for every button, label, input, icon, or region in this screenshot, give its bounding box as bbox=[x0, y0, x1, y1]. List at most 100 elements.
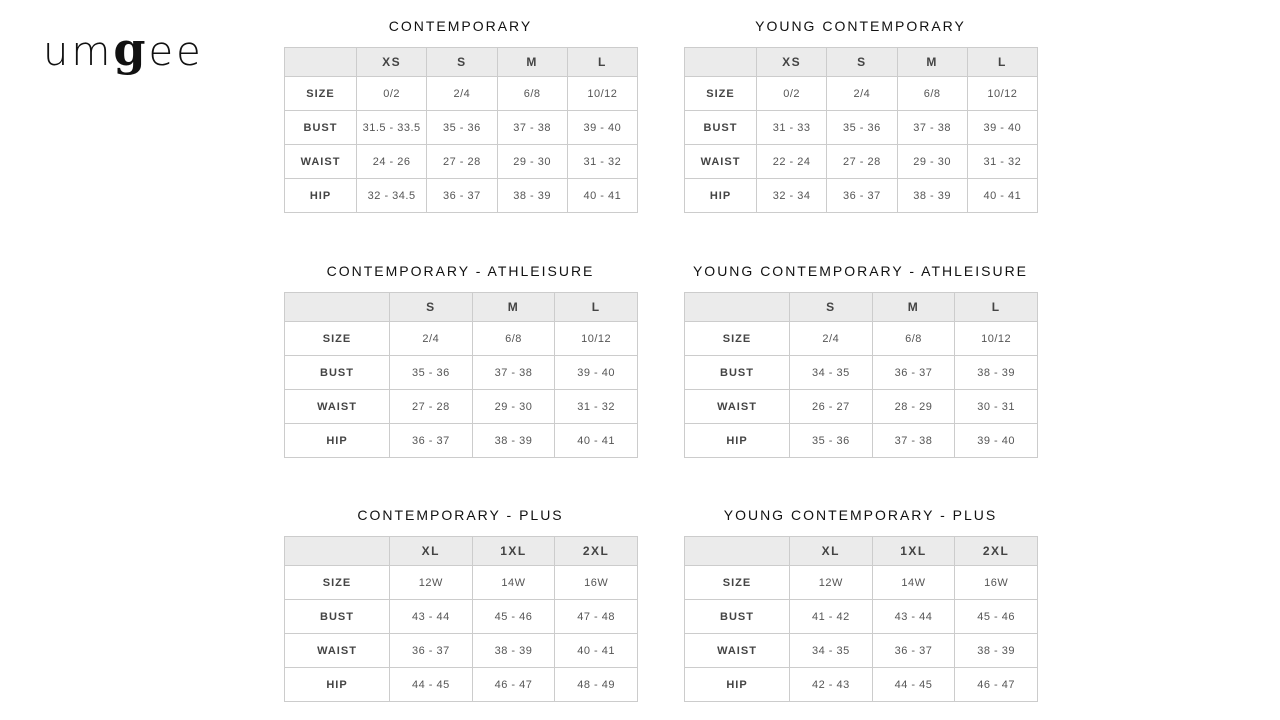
header-row: XS S M L bbox=[284, 47, 639, 77]
table-row: HIP 32 - 34.5 36 - 37 38 - 39 40 - 41 bbox=[284, 178, 639, 213]
measurement-cell: 14W bbox=[871, 565, 956, 600]
chart-title: YOUNG CONTEMPORARY bbox=[755, 18, 966, 34]
size-chart: YOUNG CONTEMPORARY XS S M L SIZE 0/2 2/4 6/8 10/1… bbox=[684, 18, 1039, 213]
table-row: SIZE 12W 14W 16W bbox=[684, 565, 1038, 600]
size-chart: CONTEMPORARY - ATHLEISURE S M L SIZE 2/4 6/8 10… bbox=[284, 263, 638, 458]
size-header: L bbox=[954, 292, 1038, 322]
row-label: WAIST bbox=[684, 144, 757, 179]
measurement-cell: 32 - 34.5 bbox=[355, 178, 428, 213]
measurement-cell: 40 - 41 bbox=[554, 423, 638, 458]
size-header: L bbox=[566, 47, 639, 77]
measurement-cell: 35 - 36 bbox=[389, 355, 473, 390]
measurement-cell: 2/4 bbox=[826, 76, 898, 111]
table-row: SIZE 0/2 2/4 6/8 10/12 bbox=[684, 76, 1039, 111]
size-chart: YOUNG CONTEMPORARY - ATHLEISURE S M L SIZE 2/… bbox=[684, 263, 1038, 458]
size-header: S bbox=[389, 292, 473, 322]
measurement-cell: 41 - 42 bbox=[789, 599, 873, 634]
measurement-cell: 45 - 46 bbox=[471, 599, 556, 634]
row-label: WAIST bbox=[684, 633, 790, 668]
measurement-cell: 16W bbox=[554, 565, 638, 600]
chart-title: CONTEMPORARY - ATHLEISURE bbox=[326, 263, 595, 279]
measurement-cell: 27 - 28 bbox=[389, 389, 473, 424]
measurement-cell: 40 - 41 bbox=[554, 633, 638, 668]
measurement-cell: 10/12 bbox=[554, 321, 638, 356]
row-label: HIP bbox=[684, 178, 757, 213]
row-label: BUST bbox=[684, 355, 790, 390]
row-label: BUST bbox=[284, 355, 390, 390]
size-header: XL bbox=[389, 536, 473, 566]
measurement-cell: 29 - 30 bbox=[896, 144, 968, 179]
measurement-cell: 34 - 35 bbox=[789, 355, 873, 390]
size-header: L bbox=[966, 47, 1039, 77]
logo-text: g bbox=[113, 22, 149, 76]
size-header: 1XL bbox=[471, 536, 556, 566]
measurement-cell: 6/8 bbox=[496, 76, 568, 111]
table-row: SIZE 2/4 6/8 10/12 bbox=[284, 321, 638, 356]
measurement-cell: 38 - 39 bbox=[954, 355, 1038, 390]
size-header: M bbox=[471, 292, 556, 322]
measurement-cell: 43 - 44 bbox=[871, 599, 956, 634]
measurement-cell: 30 - 31 bbox=[954, 389, 1038, 424]
measurement-cell: 10/12 bbox=[566, 76, 639, 111]
measurement-cell: 6/8 bbox=[471, 321, 556, 356]
row-label: HIP bbox=[684, 423, 790, 458]
row-label: SIZE bbox=[284, 321, 390, 356]
table-row: BUST 35 - 36 37 - 38 39 - 40 bbox=[284, 355, 638, 390]
corner-cell bbox=[284, 536, 390, 566]
measurement-cell: 2/4 bbox=[426, 76, 498, 111]
measurement-cell: 46 - 47 bbox=[471, 667, 556, 702]
table-row: HIP 36 - 37 38 - 39 40 - 41 bbox=[284, 423, 638, 458]
measurement-cell: 36 - 37 bbox=[871, 633, 956, 668]
row-label: HIP bbox=[284, 423, 390, 458]
measurement-cell: 14W bbox=[471, 565, 556, 600]
measurement-cell: 6/8 bbox=[896, 76, 968, 111]
size-header: XS bbox=[755, 47, 828, 77]
measurement-cell: 26 - 27 bbox=[789, 389, 873, 424]
table-row: HIP 32 - 34 36 - 37 38 - 39 40 - 41 bbox=[684, 178, 1039, 213]
row-label: WAIST bbox=[684, 389, 790, 424]
measurement-cell: 22 - 24 bbox=[755, 144, 828, 179]
table-row: BUST 41 - 42 43 - 44 45 - 46 bbox=[684, 599, 1038, 634]
measurement-cell: 47 - 48 bbox=[554, 599, 638, 634]
measurement-cell: 0/2 bbox=[755, 76, 828, 111]
measurement-cell: 48 - 49 bbox=[554, 667, 638, 702]
measurement-cell: 36 - 37 bbox=[426, 178, 498, 213]
logo-text: ee bbox=[148, 29, 204, 75]
size-table: XS S M L SIZE 0/2 2/4 6/8 10/12 BUST 31.5 - 33.5 35… bbox=[284, 47, 639, 213]
measurement-cell: 39 - 40 bbox=[954, 423, 1038, 458]
measurement-cell: 39 - 40 bbox=[554, 355, 638, 390]
measurement-cell: 2/4 bbox=[389, 321, 473, 356]
corner-cell bbox=[684, 47, 757, 77]
row-label: SIZE bbox=[684, 565, 790, 600]
measurement-cell: 29 - 30 bbox=[496, 144, 568, 179]
row-label: HIP bbox=[284, 667, 390, 702]
corner-cell bbox=[284, 292, 390, 322]
size-table: XL 1XL 2XL SIZE 12W 14W 16W BUST 43 - 44 45 - 46 4… bbox=[284, 536, 638, 702]
table-row: HIP 35 - 36 37 - 38 39 - 40 bbox=[684, 423, 1038, 458]
row-label: WAIST bbox=[284, 633, 390, 668]
measurement-cell: 10/12 bbox=[954, 321, 1038, 356]
measurement-cell: 36 - 37 bbox=[389, 423, 473, 458]
table-row: SIZE 2/4 6/8 10/12 bbox=[684, 321, 1038, 356]
measurement-cell: 44 - 45 bbox=[871, 667, 956, 702]
size-header: M bbox=[896, 47, 968, 77]
row-label: SIZE bbox=[684, 76, 757, 111]
chart-title: CONTEMPORARY bbox=[388, 18, 533, 34]
measurement-cell: 0/2 bbox=[355, 76, 428, 111]
size-header: XS bbox=[355, 47, 428, 77]
size-header: 2XL bbox=[554, 536, 638, 566]
measurement-cell: 2/4 bbox=[789, 321, 873, 356]
measurement-cell: 38 - 39 bbox=[896, 178, 968, 213]
measurement-cell: 10/12 bbox=[966, 76, 1039, 111]
measurement-cell: 40 - 41 bbox=[566, 178, 639, 213]
measurement-cell: 38 - 39 bbox=[471, 423, 556, 458]
measurement-cell: 36 - 37 bbox=[389, 633, 473, 668]
measurement-cell: 35 - 36 bbox=[789, 423, 873, 458]
header-row: XL 1XL 2XL bbox=[284, 536, 638, 566]
measurement-cell: 27 - 28 bbox=[826, 144, 898, 179]
table-row: BUST 31.5 - 33.5 35 - 36 37 - 38 39 - 40 bbox=[284, 110, 639, 145]
size-header: L bbox=[554, 292, 638, 322]
measurement-cell: 6/8 bbox=[871, 321, 956, 356]
